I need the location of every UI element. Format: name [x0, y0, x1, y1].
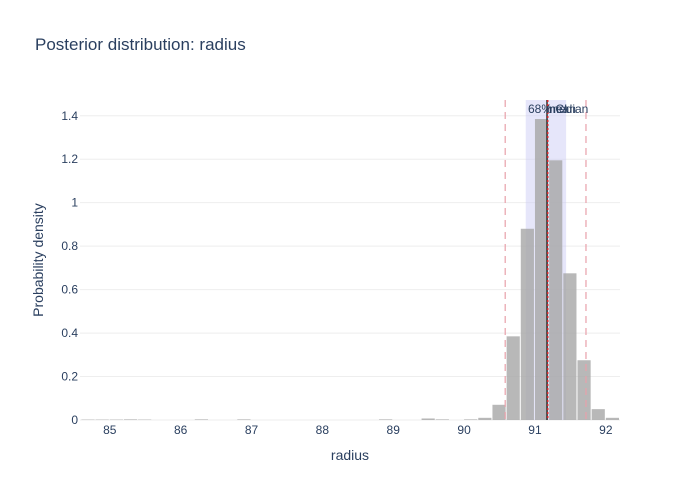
histogram-bar	[549, 160, 563, 420]
y-tick-label: 0	[71, 413, 78, 427]
y-tick-label: 0.6	[61, 283, 78, 297]
histogram-bar	[506, 336, 520, 420]
median-label: median	[549, 102, 588, 116]
y-axis-title: Probability density	[30, 203, 46, 317]
x-tick-label: 85	[103, 423, 117, 437]
ci-label: 68% CI	[528, 102, 567, 116]
y-tick-label: 1.4	[61, 109, 78, 123]
mean-label: mean	[546, 102, 576, 116]
reference-lines-layer	[504, 100, 587, 420]
y-tick-label: 1.2	[61, 152, 78, 166]
grid-layer	[80, 115, 620, 421]
histogram-bar	[194, 419, 208, 420]
x-tick-label: 89	[387, 423, 401, 437]
y-tick-label: 1	[71, 196, 78, 210]
x-tick-label: 91	[528, 423, 542, 437]
x-axis-title: radius	[331, 447, 369, 463]
histogram-bar	[478, 417, 492, 420]
y-tick-label: 0.8	[61, 239, 78, 253]
histogram-bar	[520, 228, 534, 420]
histogram-bar	[577, 360, 591, 420]
histogram-bar	[492, 404, 506, 420]
histogram-bar	[534, 119, 549, 420]
histogram-bar	[605, 417, 619, 420]
x-tick-label: 86	[174, 423, 188, 437]
histogram-bar	[563, 273, 577, 420]
histogram-bar	[237, 419, 251, 420]
y-tick-label: 0.4	[61, 326, 78, 340]
y-tick-label: 0.2	[61, 370, 78, 384]
histogram-bar	[464, 419, 478, 420]
x-tick-label: 88	[316, 423, 330, 437]
tick-labels-layer: 85 86 87 88 89 90 91 92 0 0.2 0.4 0.6 0.8 1 1.2 1.4	[61, 109, 613, 437]
x-tick-label: 92	[599, 423, 613, 437]
histogram-bar	[123, 419, 138, 420]
chart-title: Posterior distribution: radius	[35, 35, 246, 54]
histogram-bar	[591, 409, 605, 420]
histogram-bar	[421, 418, 435, 420]
histogram-bar	[435, 419, 449, 420]
bars-layer	[81, 119, 619, 420]
x-tick-label: 87	[245, 423, 259, 437]
x-tick-label: 90	[457, 423, 471, 437]
histogram-bar	[379, 419, 393, 420]
